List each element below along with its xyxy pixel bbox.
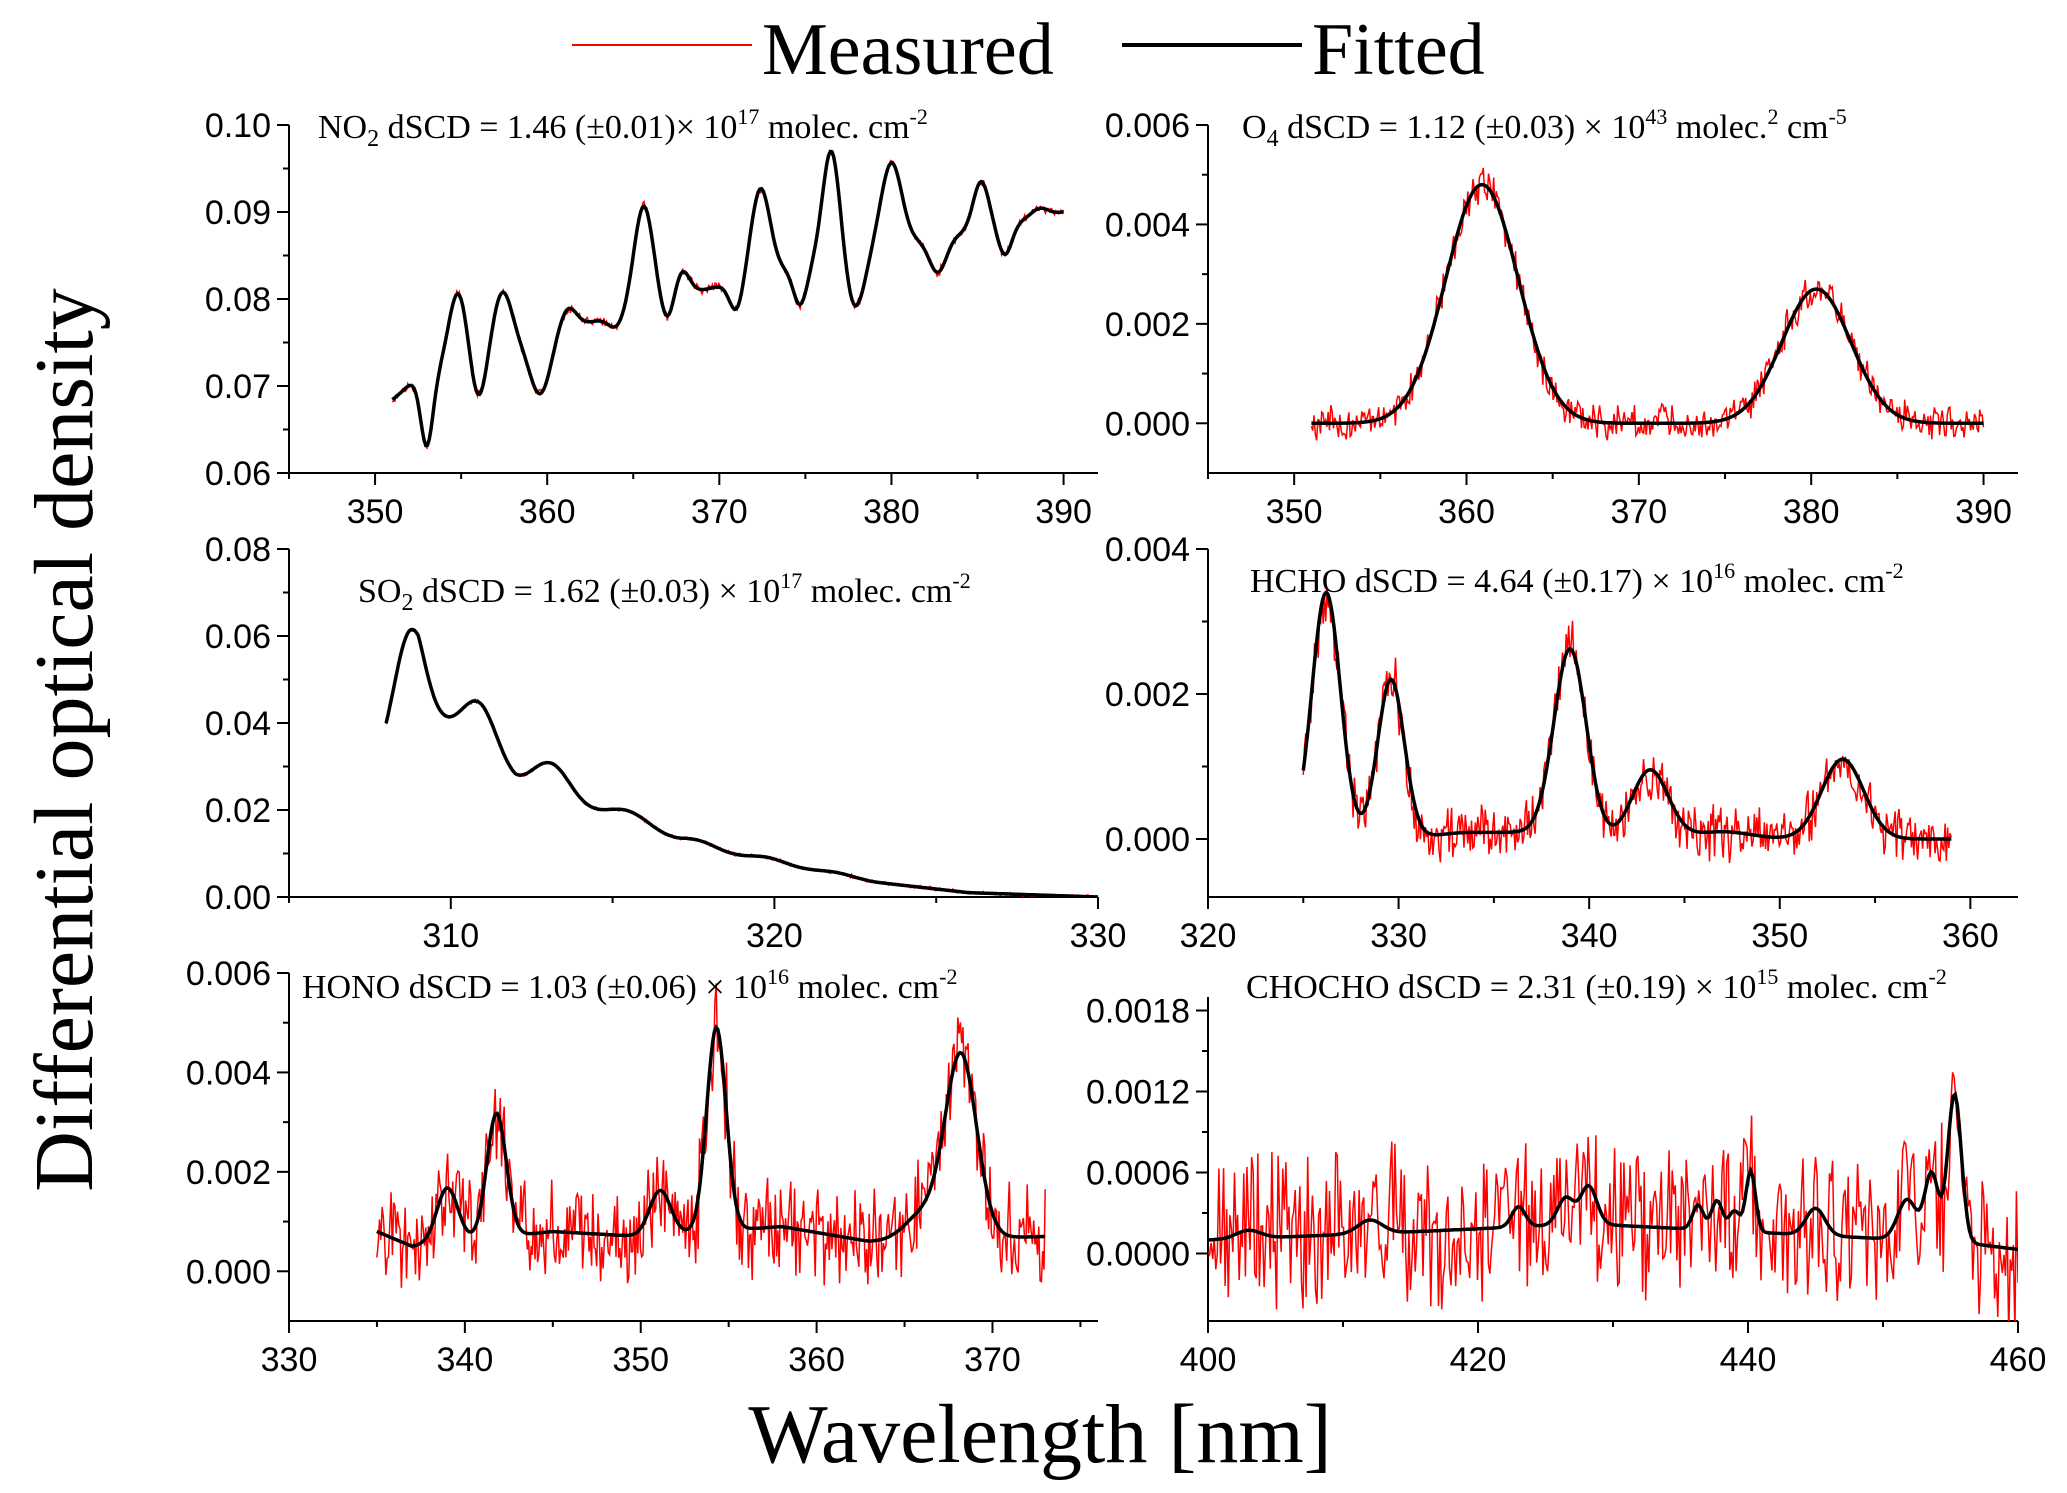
x-tick-label: 320 — [1180, 917, 1237, 955]
x-tick-label: 330 — [261, 1341, 318, 1379]
y-tick-label: 0.08 — [205, 531, 271, 569]
measured-series-line — [1310, 167, 1985, 441]
y-tick-label: 0.0000 — [1086, 1236, 1190, 1274]
y-tick-label: 0.0006 — [1086, 1155, 1190, 1193]
x-tick-label: 360 — [1438, 493, 1495, 531]
x-tick-label: 360 — [788, 1341, 845, 1379]
fitted-series-line — [391, 149, 1064, 448]
panel-title: HCHO dSCD = 4.64 (±0.17) × 1016 molec. c… — [1250, 558, 1904, 600]
x-tick-label: 330 — [1370, 917, 1427, 955]
panels: 0.06 0.07 0.08 0.09 0.10 350 360 370 380 390 NO2 d… — [186, 104, 2046, 1379]
fitted-series-line — [376, 1024, 1046, 1249]
y-tick-label: 0.002 — [1105, 306, 1190, 344]
x-tick-label: 390 — [1955, 493, 2012, 531]
panel-hcho: 0.000 0.002 0.004 320 330 340 350 360 HCHO dSCD … — [1105, 531, 2018, 955]
fitted-series-line — [384, 627, 1098, 897]
panel-title: O4 dSCD = 1.12 (±0.03) × 1043 molec.2 cm… — [1242, 104, 1847, 152]
x-tick-label: 350 — [347, 493, 404, 531]
y-tick-label: 0.08 — [205, 281, 271, 319]
y-tick-label: 0.10 — [205, 107, 271, 145]
panel-title: HONO dSCD = 1.03 (±0.06) × 1016 molec. c… — [302, 964, 957, 1006]
x-tick-label: 400 — [1180, 1341, 1237, 1379]
x-tick-label: 330 — [1070, 917, 1127, 955]
x-tick-label: 440 — [1720, 1341, 1777, 1379]
x-tick-label: 350 — [1266, 493, 1323, 531]
y-axis-title: Differential optical density — [18, 288, 111, 1192]
measured-series-line — [1208, 1072, 2018, 1321]
x-tick-label: 390 — [1035, 493, 1092, 531]
y-tick-label: 0.000 — [186, 1253, 271, 1291]
x-tick-label: 310 — [422, 917, 479, 955]
y-tick-label: 0.000 — [1105, 821, 1190, 859]
fitted-series-line — [1208, 1091, 2018, 1252]
legend: Measured Fitted — [572, 9, 1485, 91]
y-tick-label: 0.02 — [205, 792, 271, 830]
x-tick-label: 360 — [1942, 917, 1999, 955]
fitted-series-line — [1311, 182, 1984, 426]
y-tick-label: 0.06 — [205, 618, 271, 656]
panel-no2: 0.06 0.07 0.08 0.09 0.10 350 360 370 380 390 NO2 d… — [205, 104, 1098, 531]
x-tick-label: 380 — [863, 493, 920, 531]
panel-title: CHOCHO dSCD = 2.31 (±0.19) × 1015 molec.… — [1246, 964, 1947, 1006]
panel-so2: 0.00 0.02 0.04 0.06 0.08 310 320 330 SO2 dSCD = … — [205, 531, 1127, 955]
fitted-series-line — [1301, 590, 1952, 841]
x-tick-label: 370 — [1610, 493, 1667, 531]
y-tick-label: 0.04 — [205, 705, 271, 743]
x-axis-title: Wavelength [nm] — [748, 1388, 1331, 1481]
x-tick-label: 380 — [1783, 493, 1840, 531]
y-tick-label: 0.06 — [205, 455, 271, 493]
y-tick-label: 0.09 — [205, 194, 271, 232]
y-tick-label: 0.0012 — [1086, 1074, 1190, 1112]
legend-measured-label: Measured — [762, 9, 1054, 91]
panel-o4: 0.000 0.002 0.004 0.006 350 360 370 380 390 O4 dS… — [1105, 104, 2018, 531]
panel-hono: 0.000 0.002 0.004 0.006 330 340 350 360 370 HONO … — [186, 955, 1098, 1379]
y-tick-label: 0.004 — [1105, 206, 1190, 244]
y-tick-label: 0.002 — [186, 1154, 271, 1192]
measured-series-line — [385, 628, 1098, 897]
y-tick-label: 0.07 — [205, 368, 271, 406]
x-tick-label: 370 — [691, 493, 748, 531]
y-tick-label: 0.006 — [186, 955, 271, 993]
x-tick-label: 320 — [746, 917, 803, 955]
legend-fitted-label: Fitted — [1312, 9, 1485, 91]
x-tick-label: 350 — [612, 1341, 669, 1379]
y-tick-label: 0.000 — [1105, 405, 1190, 443]
panel-chocho: 0.0000 0.0006 0.0012 0.0018 400 420 440 460 CHOC… — [1086, 964, 2046, 1379]
y-tick-label: 0.004 — [1105, 531, 1190, 569]
panel-title: NO2 dSCD = 1.46 (±0.01)× 1017 molec. cm-… — [318, 104, 928, 152]
y-tick-label: 0.002 — [1105, 676, 1190, 714]
x-tick-label: 350 — [1751, 917, 1808, 955]
y-tick-label: 0.0018 — [1086, 993, 1190, 1031]
x-tick-label: 460 — [1990, 1341, 2047, 1379]
y-tick-label: 0.004 — [186, 1054, 271, 1092]
panel-title: SO2 dSCD = 1.62 (±0.03) × 1017 molec. cm… — [358, 568, 971, 616]
x-tick-label: 420 — [1450, 1341, 1507, 1379]
y-tick-label: 0.006 — [1105, 107, 1190, 145]
x-tick-label: 340 — [437, 1341, 494, 1379]
x-tick-label: 340 — [1561, 917, 1618, 955]
x-tick-label: 370 — [964, 1341, 1021, 1379]
y-tick-label: 0.00 — [205, 879, 271, 917]
x-tick-label: 360 — [519, 493, 576, 531]
measured-series-line — [376, 983, 1046, 1288]
